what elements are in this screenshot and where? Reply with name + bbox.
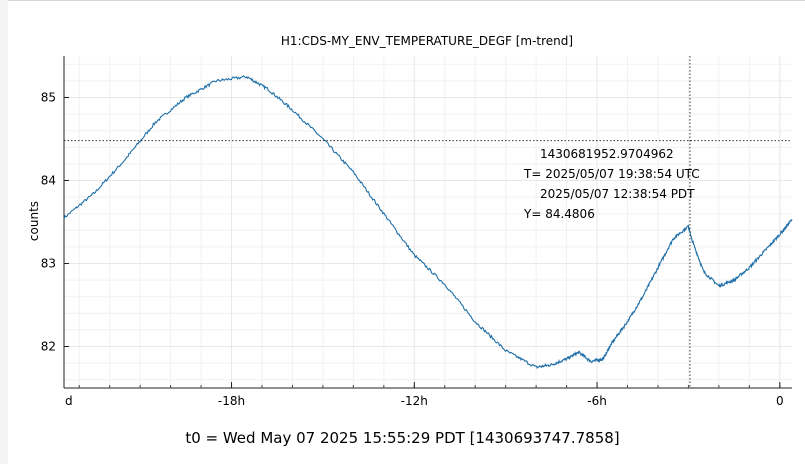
window-top-border [8,0,805,1]
y-axis-label: counts [27,201,41,241]
t0-label: t0 = Wed May 07 2025 15:55:29 PDT [14306… [185,429,620,447]
series-layer [63,75,793,370]
y-tick-label: 83 [41,257,56,271]
x-tick-label: -12h [401,394,428,408]
x-tick-label: -18h [218,394,245,408]
y-tick-label: 84 [41,174,56,188]
y-tick-label: 82 [41,340,56,354]
cursor-readout-line: 1430681952.9704962 [540,147,674,161]
window-left-edge [0,0,8,464]
x-tick-label: d [65,394,73,408]
cursor-readout-line: T= 2025/05/07 19:38:54 UTC [523,167,700,181]
grid [64,56,792,388]
temperature-trend-line [63,75,793,370]
x-tick-label: -6h [587,394,607,408]
cursor-readout-line: Y= 84.4806 [523,207,595,221]
x-tick-label: 0 [776,394,784,408]
axes: d -18h -12h -6h 0 82 83 84 85 [41,56,792,408]
trend-plot[interactable]: H1:CDS-MY_ENV_TEMPERATURE_DEGF [m-trend]… [0,0,805,425]
chart-title: H1:CDS-MY_ENV_TEMPERATURE_DEGF [m-trend] [281,34,573,48]
y-tick-label: 85 [41,91,56,105]
cursor-readout-line: 2025/05/07 12:38:54 PDT [540,187,695,201]
crosshair-cursor[interactable]: 1430681952.9704962 T= 2025/05/07 19:38:54… [64,56,792,388]
